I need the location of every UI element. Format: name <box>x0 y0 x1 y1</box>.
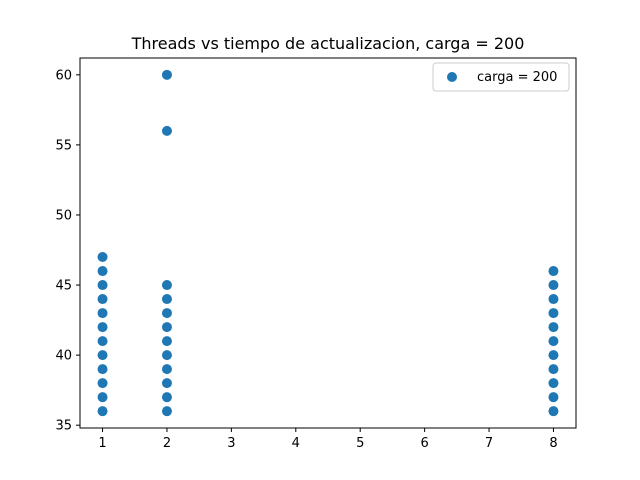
y-axis: 35 40 45 50 55 60 <box>55 68 80 434</box>
data-point <box>161 406 172 417</box>
data-point <box>548 308 559 319</box>
data-point <box>548 378 559 389</box>
data-point <box>161 322 172 333</box>
chart-title: Threads vs tiempo de actualizacion, carg… <box>131 34 525 53</box>
legend-label: carga = 200 <box>477 70 557 85</box>
y-tick-label: 35 <box>55 419 72 434</box>
plot-frame <box>79 57 577 429</box>
data-point <box>161 336 172 347</box>
data-point <box>161 280 172 291</box>
data-point <box>548 266 559 277</box>
x-tick-label: 8 <box>549 436 557 451</box>
x-tick-label: 5 <box>356 436 364 451</box>
data-point <box>161 308 172 319</box>
x-tick-label: 1 <box>98 436 106 451</box>
x-tick-label: 6 <box>420 436 428 451</box>
x-tick-label: 2 <box>163 436 171 451</box>
y-tick-label: 55 <box>55 138 72 153</box>
data-point <box>161 294 172 305</box>
data-point <box>161 69 172 80</box>
data-point <box>97 350 108 361</box>
data-point <box>97 266 108 277</box>
legend: carga = 200 <box>432 62 570 92</box>
data-point <box>97 308 108 319</box>
data-point <box>548 336 559 347</box>
data-point <box>97 280 108 291</box>
legend-marker <box>447 72 457 82</box>
x-tick-label: 3 <box>227 436 235 451</box>
y-tick-label: 60 <box>55 68 72 83</box>
data-point <box>161 350 172 361</box>
y-tick-label: 40 <box>55 349 72 364</box>
data-point <box>97 406 108 417</box>
x-tick-label: 4 <box>292 436 300 451</box>
data-point <box>548 364 559 375</box>
data-point <box>161 364 172 375</box>
data-point <box>161 125 172 136</box>
data-point <box>97 378 108 389</box>
data-point <box>161 378 172 389</box>
data-point <box>97 336 108 347</box>
x-axis: 1 2 3 4 5 6 7 8 <box>98 428 558 451</box>
data-point <box>548 350 559 361</box>
data-point <box>97 392 108 403</box>
data-point <box>97 322 108 333</box>
data-point <box>97 252 108 263</box>
points-layer <box>97 69 559 417</box>
data-point <box>548 392 559 403</box>
data-point <box>161 392 172 403</box>
y-tick-label: 50 <box>55 208 72 223</box>
data-point <box>97 294 108 305</box>
legend-box <box>432 62 570 92</box>
data-point <box>548 294 559 305</box>
data-point <box>548 322 559 333</box>
data-point <box>97 364 108 375</box>
data-point <box>548 406 559 417</box>
data-point <box>548 280 559 291</box>
y-tick-label: 45 <box>55 279 72 294</box>
x-tick-label: 7 <box>485 436 493 451</box>
